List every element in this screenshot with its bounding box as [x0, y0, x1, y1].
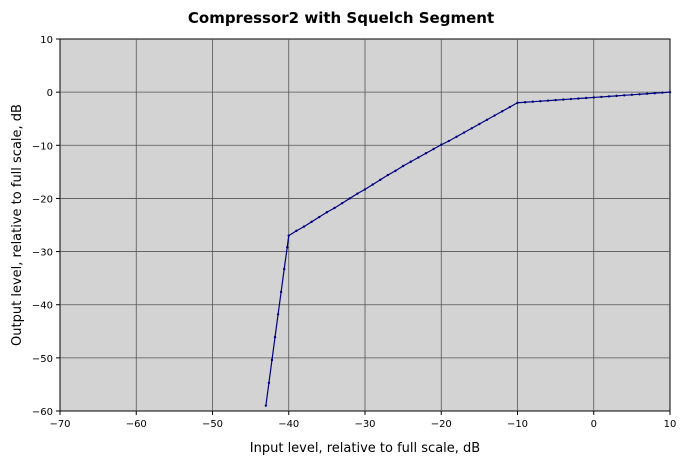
data-point: [455, 135, 458, 138]
data-point: [386, 173, 390, 177]
data-point: [554, 98, 557, 102]
x-tick-label: −30: [354, 419, 375, 430]
data-point: [340, 202, 344, 205]
y-tick-label: −40: [32, 301, 53, 312]
data-point: [276, 313, 280, 316]
data-point: [615, 94, 618, 98]
x-tick-label: 10: [664, 419, 677, 430]
y-tick-label: −50: [32, 354, 53, 365]
data-point: [287, 234, 290, 237]
x-tick-label: −70: [49, 419, 70, 430]
data-point: [539, 99, 542, 103]
data-point: [546, 99, 550, 102]
y-tick-label: 0: [47, 88, 53, 99]
data-point: [462, 131, 466, 134]
data-point: [447, 139, 451, 143]
data-point: [478, 122, 481, 126]
data-point: [310, 220, 313, 224]
y-tick-label: 10: [40, 35, 53, 46]
data-point: [531, 100, 534, 103]
chart-title: Compressor2 with Squelch Segment: [188, 9, 494, 27]
data-point: [282, 267, 286, 271]
y-tick-label: −60: [32, 407, 53, 418]
data-point: [661, 91, 664, 94]
y-tick-label: −30: [32, 248, 53, 259]
data-point: [485, 118, 489, 121]
data-point: [279, 290, 283, 294]
data-point: [356, 192, 359, 195]
data-point: [516, 101, 519, 104]
x-tick-label: 0: [591, 419, 597, 430]
data-point: [273, 335, 277, 339]
data-point: [584, 96, 588, 100]
data-point: [264, 404, 268, 407]
data-point: [523, 101, 527, 104]
x-tick-label: −60: [126, 419, 147, 430]
data-point: [424, 152, 428, 155]
data-point: [270, 358, 274, 362]
data-point: [432, 147, 435, 151]
data-point: [562, 98, 565, 101]
data-point: [638, 93, 641, 96]
series-group: [264, 90, 672, 407]
data-point: [623, 94, 626, 97]
data-point: [394, 169, 397, 172]
data-point: [363, 188, 367, 191]
y-tick-label: −20: [32, 194, 53, 205]
data-point: [668, 90, 672, 94]
data-point: [302, 225, 306, 228]
data-point: [630, 93, 634, 97]
data-point: [348, 197, 351, 200]
x-axis-label: Input level, relative to full scale, dB: [250, 441, 480, 456]
x-axis: −70 −60 −50 −40 −30 −20 −10 0 10: [49, 411, 676, 430]
data-point: [318, 215, 321, 219]
y-tick-label: −10: [32, 141, 53, 152]
data-point: [401, 164, 405, 168]
data-point: [569, 97, 573, 101]
data-point: [501, 110, 504, 113]
data-point: [325, 211, 329, 214]
y-axis: −60 −50 −40 −30 −20 −10 0 10: [32, 35, 60, 418]
data-point: [267, 381, 271, 385]
x-tick-label: −20: [431, 419, 452, 430]
data-point: [379, 178, 382, 182]
data-point: [440, 143, 443, 146]
y-axis-label: Output level, relative to full scale, dB: [10, 104, 25, 346]
data-point: [409, 160, 412, 163]
x-tick-label: −10: [507, 419, 528, 430]
data-point: [577, 97, 580, 100]
data-point: [371, 183, 374, 186]
x-tick-label: −50: [202, 419, 223, 430]
data-point: [600, 95, 603, 99]
x-tick-label: −40: [278, 419, 299, 430]
data-point: [607, 95, 611, 98]
data-point: [645, 92, 649, 95]
data-point: [333, 206, 336, 210]
data-point: [295, 229, 298, 233]
data-point: [653, 92, 656, 95]
data-point: [286, 246, 289, 249]
data-point: [470, 127, 473, 130]
data-point: [592, 96, 595, 99]
data-point: [417, 156, 420, 159]
data-point: [508, 105, 512, 109]
data-point: [493, 114, 496, 117]
grid-lines: [60, 39, 670, 411]
